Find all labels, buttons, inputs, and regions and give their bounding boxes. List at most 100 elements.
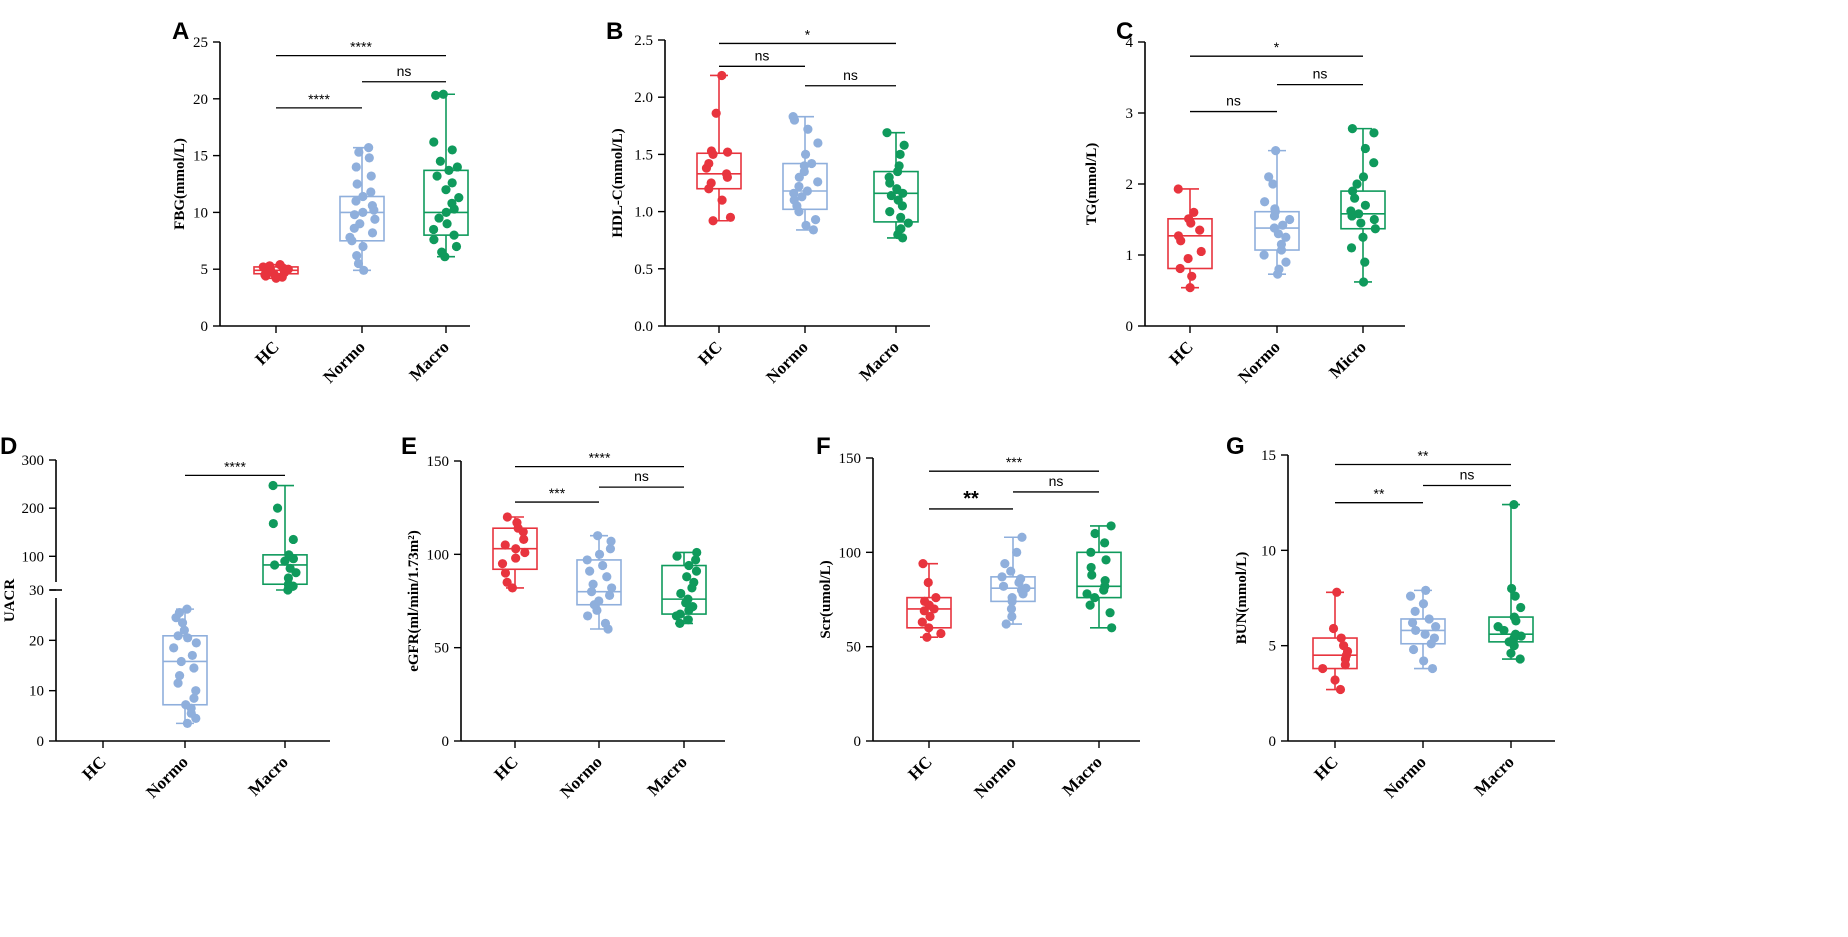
data-point-micro <box>1369 128 1379 138</box>
data-point-normo <box>1021 583 1031 593</box>
data-point-normo <box>794 181 804 192</box>
x-tick-label-hc: HC <box>904 752 935 783</box>
data-point-normo <box>803 124 813 134</box>
data-point-macro <box>692 547 702 558</box>
x-tick-label-normo: Normo <box>762 337 811 386</box>
data-point-normo <box>364 143 374 153</box>
data-point-normo <box>585 566 595 576</box>
y-tick-label: 25 <box>193 35 208 51</box>
data-point-normo <box>600 618 611 629</box>
significance-label: ns <box>397 63 412 79</box>
data-point-hc <box>1332 587 1342 597</box>
data-point-micro <box>1346 243 1357 253</box>
data-point-normo <box>813 177 823 187</box>
data-point-normo <box>1000 559 1010 569</box>
significance-label: * <box>1274 39 1280 55</box>
data-point-macro <box>429 235 439 245</box>
data-point-normo <box>593 531 603 541</box>
data-point-normo <box>602 572 612 582</box>
y-tick-label: 0 <box>1126 319 1134 335</box>
x-tick-label-hc: HC <box>251 337 282 368</box>
data-point-macro <box>441 207 451 217</box>
chart-panel-c: C TG(mmol/L) 0 1 2 3 4 HC Normo Micro * ns ns <box>1084 18 1405 387</box>
panel-letter: D <box>0 433 17 460</box>
y-axis-label: FBG(mmol/L) <box>172 138 188 230</box>
x-tick-label-macro: Macro <box>1471 752 1518 799</box>
data-point-macro <box>1100 576 1110 586</box>
data-point-normo <box>801 220 811 230</box>
box-iqr <box>1340 190 1386 230</box>
data-point-macro <box>1106 521 1116 531</box>
x-tick-label-macro: Macro <box>1059 752 1106 799</box>
y-tick-label: 1.0 <box>634 205 653 221</box>
data-point-hc <box>1175 263 1185 274</box>
data-point-hc <box>497 559 508 569</box>
data-point-hc <box>511 553 521 563</box>
data-point-normo <box>1264 172 1274 182</box>
data-point-macro <box>1086 547 1096 557</box>
data-point-macro <box>428 224 439 235</box>
data-point-normo <box>1268 179 1278 189</box>
data-point-macro <box>285 563 295 573</box>
data-point-macro <box>684 560 694 571</box>
data-point-normo <box>802 186 812 196</box>
data-point-normo <box>1006 604 1017 614</box>
data-point-macro <box>432 171 442 181</box>
panel-letter: G <box>1226 433 1245 460</box>
data-point-normo <box>1269 223 1279 233</box>
y-tick-label: 0 <box>1269 734 1277 750</box>
data-point-macro <box>1516 602 1526 613</box>
data-point-macro <box>268 518 278 529</box>
data-point-normo <box>582 555 592 565</box>
data-point-micro <box>1354 209 1364 219</box>
data-point-macro <box>1090 528 1100 539</box>
data-point-normo <box>177 618 188 628</box>
data-point-macro <box>1105 608 1115 618</box>
data-point-normo <box>607 583 617 593</box>
data-point-normo <box>353 258 364 269</box>
data-point-macro <box>1086 562 1096 573</box>
data-point-normo <box>349 210 360 220</box>
data-point-hc <box>925 611 935 622</box>
data-point-normo <box>174 608 185 618</box>
data-point-macro <box>893 195 903 205</box>
data-point-micro <box>1370 224 1380 234</box>
data-point-hc <box>275 260 285 270</box>
chart-panel-b: B HDL-C(mmol/L) 0.0 0.5 1.0 1.5 2.0 2.5 HC Normo M… <box>606 18 930 387</box>
y-axis-label: BUN(mmol/L) <box>1234 552 1250 645</box>
data-point-micro <box>1369 158 1379 168</box>
data-point-normo <box>182 718 193 728</box>
data-point-normo <box>169 643 179 653</box>
data-point-macro <box>442 219 452 229</box>
data-point-micro <box>1360 257 1370 267</box>
x-tick-label-macro: Macro <box>406 337 453 384</box>
data-point-hc <box>706 146 717 156</box>
significance-label: ns <box>1049 473 1064 489</box>
panel-letter: B <box>606 18 623 45</box>
data-point-macro <box>1506 648 1516 658</box>
panel-letter: F <box>816 433 831 460</box>
significance-label: ns <box>1226 93 1241 109</box>
data-point-macro <box>435 156 445 166</box>
data-point-hc <box>1196 246 1206 257</box>
data-point-normo <box>583 611 593 621</box>
data-point-hc <box>1189 207 1199 217</box>
data-point-hc <box>511 544 521 554</box>
data-point-macro <box>429 137 439 147</box>
data-point-macro <box>885 207 895 217</box>
y-tick-label: 2 <box>1126 177 1134 193</box>
data-point-normo <box>173 678 183 688</box>
data-point-macro <box>896 224 906 234</box>
y-axis-label: Scr(umol/L) <box>818 560 834 638</box>
data-point-macro <box>688 602 698 612</box>
y-tick-label: 300 <box>22 453 45 469</box>
data-point-normo <box>187 650 197 661</box>
data-point-normo <box>351 162 361 172</box>
data-point-macro <box>447 145 457 155</box>
data-point-macro <box>452 162 462 172</box>
data-point-normo <box>789 188 799 198</box>
data-point-micro <box>1360 200 1370 210</box>
y-tick-label: 10 <box>1261 543 1276 559</box>
data-point-normo <box>1016 574 1026 584</box>
data-point-normo <box>997 572 1007 582</box>
